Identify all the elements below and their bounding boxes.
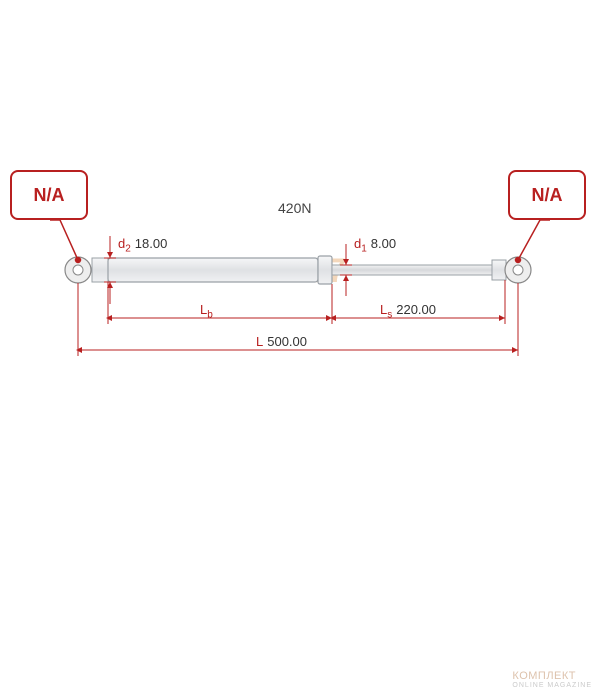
piston-rod <box>332 265 492 275</box>
brand-tagline: ONLINE MAGAZINE <box>512 682 592 689</box>
eye-left <box>65 257 108 283</box>
callout-left-text: N/A <box>34 185 65 206</box>
callout-right-text: N/A <box>532 185 563 206</box>
dim-Ls: Ls220.00 <box>380 302 436 321</box>
dim-d2: d218.00 <box>118 236 167 255</box>
brand-mark: КОМПЛЕКТ ONLINE MAGAZINE <box>512 670 592 689</box>
force-value: 420N <box>278 200 311 216</box>
brand-name: КОМПЛЕКТ <box>512 670 576 682</box>
callout-right: N/A <box>508 170 586 220</box>
dim-d1: d18.00 <box>354 236 396 255</box>
cylinder-body <box>108 258 318 282</box>
force-label: 420N <box>278 200 311 216</box>
collar <box>318 256 332 284</box>
rod-end-block <box>492 260 506 280</box>
diagram-area: EURO07 <box>0 140 600 420</box>
callout-left: N/A <box>10 170 88 220</box>
dim-Lb: Lb <box>200 302 217 321</box>
dim-L: L500.00 <box>256 334 307 353</box>
